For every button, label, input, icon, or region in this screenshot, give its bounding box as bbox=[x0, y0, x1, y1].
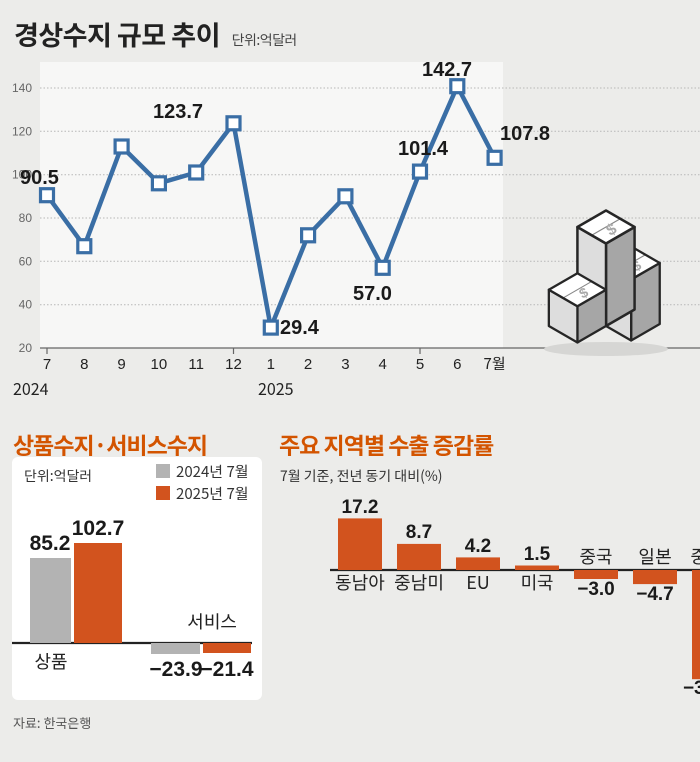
svg-text:미국: 미국 bbox=[520, 569, 553, 595]
svg-text:80: 80 bbox=[19, 211, 33, 225]
svg-text:4: 4 bbox=[379, 356, 387, 373]
svg-text:140: 140 bbox=[12, 81, 32, 95]
svg-text:102.7: 102.7 bbox=[72, 517, 125, 540]
svg-text:17.2: 17.2 bbox=[342, 497, 379, 518]
svg-text:3: 3 bbox=[341, 356, 349, 373]
svg-text:상품: 상품 bbox=[34, 648, 67, 674]
svg-text:−4.7: −4.7 bbox=[636, 584, 674, 605]
svg-text:10: 10 bbox=[151, 356, 168, 373]
svg-text:중남미: 중남미 bbox=[394, 569, 444, 595]
svg-text:11: 11 bbox=[188, 356, 204, 373]
svg-text:29.4: 29.4 bbox=[280, 317, 320, 339]
svg-text:4.2: 4.2 bbox=[465, 536, 491, 557]
svg-text:1: 1 bbox=[267, 356, 275, 373]
svg-text:1.5: 1.5 bbox=[524, 544, 551, 565]
svg-text:20: 20 bbox=[19, 341, 33, 355]
svg-text:142.7: 142.7 bbox=[422, 62, 472, 81]
svg-text:8: 8 bbox=[80, 356, 88, 373]
svg-text:7월: 7월 bbox=[484, 353, 506, 374]
svg-text:일본: 일본 bbox=[638, 543, 671, 569]
svg-text:57.0: 57.0 bbox=[353, 283, 392, 305]
svg-text:120: 120 bbox=[12, 124, 32, 138]
svg-text:8.7: 8.7 bbox=[406, 522, 432, 543]
svg-text:−3.0: −3.0 bbox=[577, 579, 615, 600]
svg-text:−23.9: −23.9 bbox=[149, 658, 202, 681]
svg-text:107.8: 107.8 bbox=[500, 123, 550, 145]
svg-text:중동: 중동 bbox=[690, 543, 700, 569]
svg-text:6: 6 bbox=[453, 356, 461, 373]
svg-text:서비스: 서비스 bbox=[187, 608, 237, 634]
svg-text:90.5: 90.5 bbox=[20, 167, 59, 189]
svg-text:7: 7 bbox=[43, 356, 51, 373]
svg-text:60: 60 bbox=[19, 254, 33, 268]
svg-text:−21.4: −21.4 bbox=[200, 658, 253, 681]
svg-text:중국: 중국 bbox=[579, 543, 612, 569]
svg-text:5: 5 bbox=[416, 356, 424, 373]
svg-text:40: 40 bbox=[19, 298, 33, 312]
svg-text:EU: EU bbox=[466, 569, 490, 595]
svg-text:123.7: 123.7 bbox=[153, 101, 203, 123]
svg-text:동남아: 동남아 bbox=[335, 569, 385, 595]
svg-text:12: 12 bbox=[225, 356, 242, 373]
svg-text:9: 9 bbox=[117, 356, 125, 373]
svg-text:101.4: 101.4 bbox=[398, 138, 449, 160]
svg-text:2: 2 bbox=[304, 356, 312, 373]
svg-text:−36.4: −36.4 bbox=[683, 678, 700, 699]
svg-text:85.2: 85.2 bbox=[30, 532, 71, 555]
